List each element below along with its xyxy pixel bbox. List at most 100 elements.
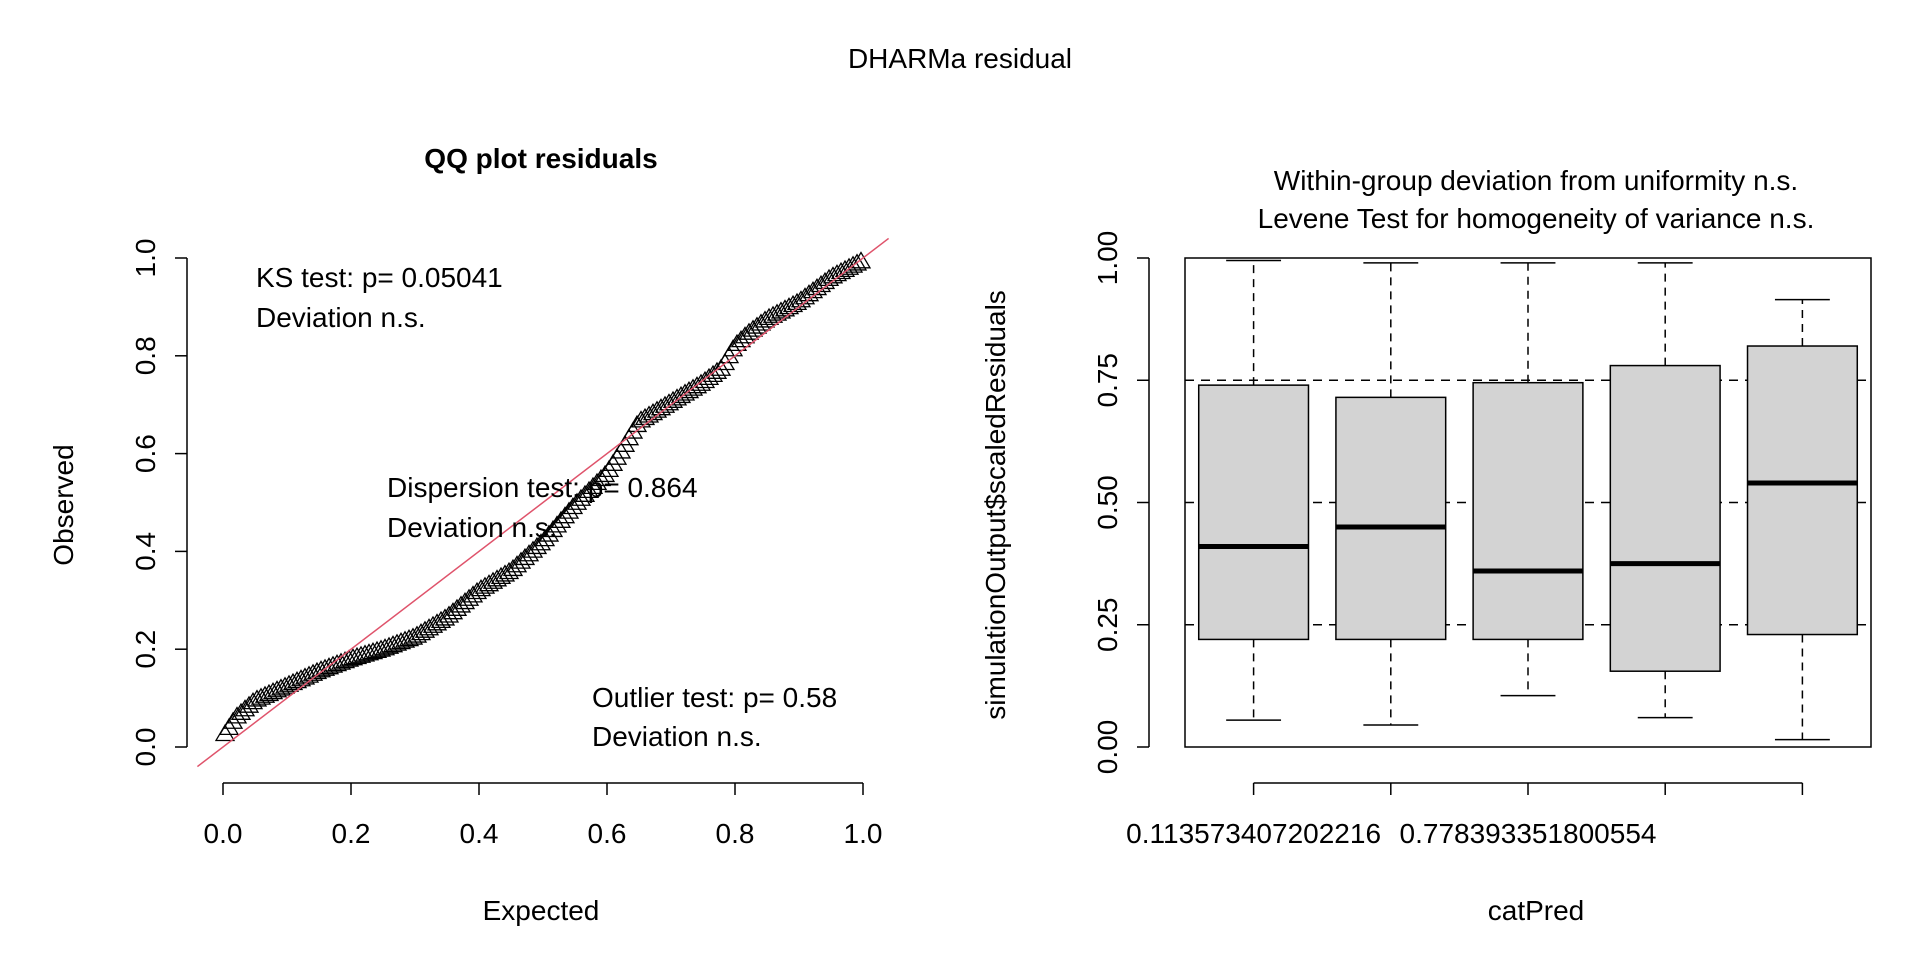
qq-point: [734, 326, 756, 344]
qq-point: [766, 303, 788, 321]
outlier-test-annotation: Outlier test: p= 0.58: [592, 682, 837, 713]
boxplot-box: [1746, 298, 1859, 741]
boxplot-frame: [1184, 257, 1872, 748]
qq-point: [402, 627, 424, 645]
qq-x-tick-label: 1.0: [844, 818, 883, 849]
qq-plot: QQ plot residuals 0.0 0.2 0.4 0.6 0.8 1.0 0.0 0…: [48, 143, 890, 926]
boxplot-y-tick-label: 0.50: [1092, 475, 1123, 530]
qq-x-tick-label: 0.6: [588, 818, 627, 849]
boxplot-y-tick-label: 0.00: [1092, 720, 1123, 775]
boxplot-box: [1335, 262, 1447, 726]
qq-point: [350, 645, 372, 663]
qq-xlabel: Expected: [483, 895, 600, 926]
boxplot-y-tick-label: 0.25: [1092, 598, 1123, 653]
qq-point: [818, 268, 840, 287]
qq-point: [538, 524, 560, 542]
boxplot-boxes: [1197, 259, 1859, 741]
qq-x-tick-label: 0.0: [204, 818, 243, 849]
qq-point: [774, 299, 796, 317]
qq-x-tick-label: 0.2: [332, 818, 371, 849]
qq-point: [746, 316, 768, 334]
boxplot-iqr-rect: [1197, 384, 1310, 641]
qq-point: [706, 361, 728, 379]
ks-test-annotation: KS test: p= 0.05041: [256, 262, 503, 293]
qq-point: [498, 561, 520, 580]
qq-y-tick-label: 0.6: [130, 434, 161, 473]
boxplot-box: [1472, 262, 1584, 697]
qq-point: [794, 287, 816, 305]
qq-y-tick-label: 1.0: [130, 239, 161, 278]
qq-point: [450, 595, 472, 613]
qq-point: [690, 373, 712, 391]
qq-point: [442, 602, 464, 620]
qq-point: [722, 339, 744, 357]
qq-point: [590, 468, 612, 487]
qq-point: [458, 588, 480, 606]
boxplot-title-line1: Within-group deviation from uniformity n…: [1274, 165, 1798, 196]
qq-x-tick-label: 0.4: [460, 818, 499, 849]
outlier-deviation-annotation: Deviation n.s.: [592, 721, 762, 752]
qq-point: [806, 277, 828, 296]
qq-point: [754, 310, 776, 328]
boxplot-iqr-rect: [1335, 396, 1447, 641]
qq-x-tick-label: 0.8: [716, 818, 755, 849]
qq-y-tick-label: 0.0: [130, 728, 161, 767]
qq-point: [822, 266, 844, 284]
qq-point: [826, 264, 848, 282]
figure-title: DHARMa residual: [848, 43, 1072, 74]
qq-point: [850, 251, 872, 269]
qq-ylabel: Observed: [48, 444, 79, 565]
qq-point: [786, 292, 808, 311]
boxplot-iqr-rect: [1472, 381, 1584, 641]
boxplot-iqr-rect: [1609, 364, 1721, 672]
qq-point: [810, 274, 832, 293]
boxplot-title-line2: Levene Test for homogeneity of variance …: [1258, 203, 1815, 234]
boxplot-box: [1609, 262, 1721, 719]
qq-point: [798, 284, 820, 302]
boxplot-y-tick-label: 1.00: [1092, 231, 1123, 286]
qq-point: [530, 533, 552, 551]
qq-point: [698, 367, 720, 386]
qq-point: [802, 281, 824, 299]
boxplot-panel: Within-group deviation from uniformity n…: [980, 165, 1872, 926]
dispersion-test-annotation: Dispersion test: p= 0.864: [387, 472, 698, 503]
qq-point: [454, 592, 476, 610]
qq-y-tick-label: 0.4: [130, 532, 161, 571]
qq-point: [342, 648, 364, 666]
qq-point: [438, 605, 460, 623]
ks-deviation-annotation: Deviation n.s.: [256, 302, 426, 333]
qq-point: [494, 564, 516, 582]
qq-points: [214, 251, 872, 742]
qq-point: [222, 711, 244, 729]
qq-point: [434, 608, 456, 626]
qq-point: [594, 464, 616, 483]
dispersion-deviation-annotation: Deviation n.s.: [387, 512, 557, 543]
boxplot-ylabel: simulationOutput$scaledResiduals: [980, 290, 1011, 720]
qq-point: [534, 529, 556, 547]
qq-point: [742, 319, 764, 337]
qq-point: [702, 364, 724, 383]
qq-point: [542, 519, 564, 538]
qq-point: [770, 301, 792, 319]
qq-point: [346, 646, 368, 665]
qq-point: [846, 253, 868, 271]
qq-title: QQ plot residuals: [424, 143, 657, 174]
qq-point: [762, 305, 784, 323]
boxplot-iqr-rect: [1746, 345, 1859, 636]
boxplot-box: [1197, 259, 1310, 721]
qq-y-tick-label: 0.8: [130, 336, 161, 375]
qq-point: [838, 257, 860, 275]
qq-point: [554, 506, 576, 524]
qq-point: [738, 322, 760, 340]
boxplot-x-tick-label: 0.113573407202216: [1126, 818, 1381, 849]
qq-point: [446, 598, 468, 616]
boxplot-axes: 0.113573407202216 0.778393351800554 0.00 0.…: [1092, 231, 1804, 849]
boxplot-xlabel: catPred: [1488, 895, 1585, 926]
qq-y-tick-label: 0.2: [130, 630, 161, 669]
qq-point: [358, 643, 380, 661]
qq-reference-line: [196, 237, 890, 768]
qq-point: [842, 255, 864, 273]
qq-point: [558, 501, 580, 519]
qq-point: [758, 307, 780, 326]
